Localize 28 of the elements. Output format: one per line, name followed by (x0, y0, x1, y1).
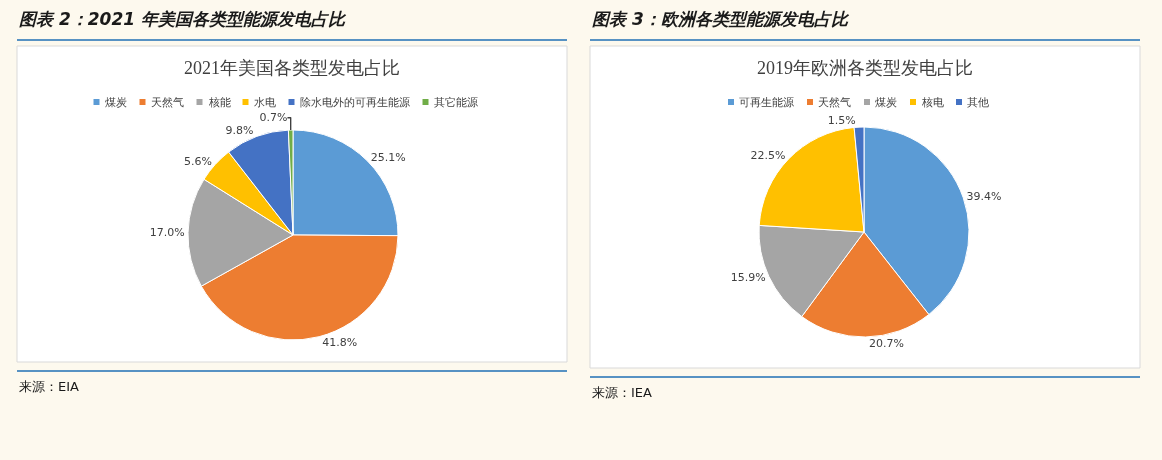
source-note: 来源：EIA (19, 379, 80, 394)
chart-subtitle: 2021年美国各类型发电占比 (184, 58, 400, 78)
data-label: 1.5% (827, 114, 856, 128)
chart-subtitle: 2019年欧洲各类型发电占比 (757, 58, 973, 78)
chart-title: 图表 2：2021 年美国各类型能源发电占比 (19, 9, 347, 29)
data-label: 5.6% (183, 155, 212, 169)
legend-label: 水电 (254, 96, 276, 109)
legend-label: 除水电外的可再生能源 (300, 96, 410, 109)
data-label: 17.0% (149, 225, 185, 239)
data-label: 41.8% (322, 336, 358, 350)
data-label: 0.7% (259, 111, 288, 125)
legend-label: 核能 (208, 96, 231, 109)
legend-label: 煤炭 (875, 96, 897, 109)
legend-label: 天然气 (151, 96, 184, 109)
data-label: 22.5% (750, 149, 786, 163)
source-note: 来源：IEA (592, 385, 653, 400)
legend-label: 煤炭 (105, 96, 127, 109)
data-label: 9.8% (225, 124, 254, 138)
legend-label: 天然气 (818, 96, 851, 109)
chart-title: 图表 3：欧洲各类型能源发电占比 (592, 9, 850, 29)
legend-label: 可再生能源 (739, 96, 794, 109)
data-label: 20.7% (868, 336, 904, 350)
legend-label: 其他 (967, 96, 989, 109)
data-label: 25.1% (370, 151, 406, 165)
legend-label: 其它能源 (434, 96, 478, 109)
legend-label: 核电 (921, 96, 944, 109)
data-label: 15.9% (730, 271, 766, 285)
data-label: 39.4% (966, 190, 1002, 204)
